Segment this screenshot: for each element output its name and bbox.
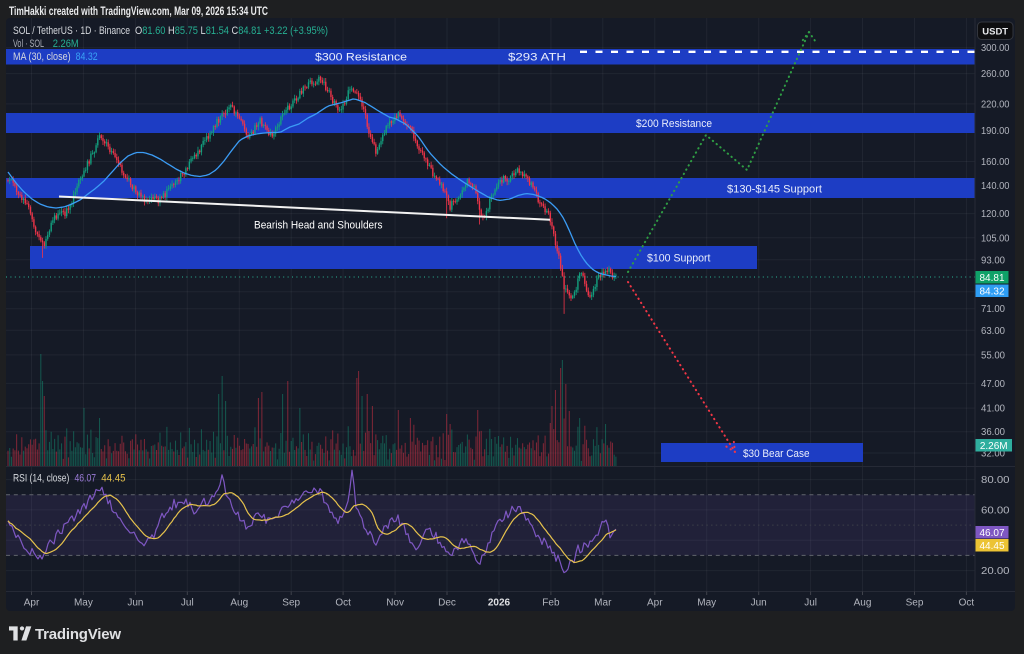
svg-text:Jul: Jul [181,598,194,609]
svg-text:Feb: Feb [542,598,560,609]
svg-text:Jul: Jul [804,598,817,609]
svg-text:$100 Support: $100 Support [647,252,711,264]
svg-text:2026: 2026 [488,598,511,609]
svg-text:$30 Bear Case: $30 Bear Case [743,448,810,460]
svg-text:TradingView: TradingView [35,626,121,643]
svg-text:36.00: 36.00 [981,427,1005,438]
svg-text:71.00: 71.00 [981,304,1005,315]
svg-text:Mar: Mar [594,598,612,609]
svg-text:120.00: 120.00 [981,209,1010,220]
svg-text:2.26M: 2.26M [980,441,1008,452]
svg-text:44.45: 44.45 [101,473,125,485]
svg-text:Vol · SOL: Vol · SOL [13,38,44,50]
svg-text:MA (30, close): MA (30, close) [13,51,71,63]
svg-text:46.07: 46.07 [979,528,1004,539]
svg-text:TimHakki created with TradingV: TimHakki created with TradingView.com, M… [9,6,268,18]
svg-text:RSI (14, close): RSI (14, close) [13,473,69,485]
svg-text:55.00: 55.00 [981,350,1005,361]
svg-text:63.00: 63.00 [981,326,1005,337]
svg-text:105.00: 105.00 [981,233,1010,244]
svg-text:Oct: Oct [959,598,975,609]
svg-text:Sep: Sep [906,598,924,609]
svg-text:46.07: 46.07 [75,473,97,485]
svg-text:Aug: Aug [230,598,248,609]
svg-text:Apr: Apr [24,598,40,609]
svg-text:60.00: 60.00 [981,505,1010,516]
svg-text:O81.60 H85.75 L81.54 C84.81 +3: O81.60 H85.75 L81.54 C84.81 +3.22 (+3.95… [135,25,328,37]
svg-text:Dec: Dec [438,598,456,609]
svg-text:May: May [697,598,716,609]
svg-text:20.00: 20.00 [981,566,1010,577]
svg-text:190.00: 190.00 [981,126,1010,137]
svg-text:47.00: 47.00 [981,379,1005,390]
svg-text:SOL / TetherUS · 1D · Binance: SOL / TetherUS · 1D · Binance [13,25,130,37]
svg-text:USDT: USDT [982,26,1008,37]
svg-text:Aug: Aug [854,598,872,609]
svg-text:84.81: 84.81 [979,273,1004,284]
svg-text:220.00: 220.00 [981,99,1010,110]
svg-text:2.26M: 2.26M [53,38,79,50]
svg-text:Nov: Nov [386,598,404,609]
svg-text:Apr: Apr [647,598,663,609]
svg-text:Oct: Oct [335,598,351,609]
svg-text:Sep: Sep [282,598,300,609]
svg-text:May: May [74,598,93,609]
svg-text:Jun: Jun [127,598,143,609]
svg-text:80.00: 80.00 [981,475,1010,486]
svg-text:32.00: 32.00 [981,449,1005,460]
svg-text:300.00: 300.00 [981,43,1010,54]
svg-text:93.00: 93.00 [981,255,1005,266]
svg-text:160.00: 160.00 [981,157,1010,168]
svg-text:140.00: 140.00 [981,181,1010,192]
svg-text:$300 Resistance: $300 Resistance [315,52,407,64]
svg-text:$293 ATH: $293 ATH [508,52,566,64]
svg-text:Bearish Head and Shoulders: Bearish Head and Shoulders [254,220,383,232]
svg-text:41.00: 41.00 [981,404,1005,415]
svg-text:84.32: 84.32 [979,286,1004,297]
svg-text:44.45: 44.45 [979,541,1004,552]
svg-text:84.32: 84.32 [76,51,98,63]
svg-text:Jun: Jun [751,598,767,609]
svg-text:260.00: 260.00 [981,69,1010,80]
svg-text:$200 Resistance: $200 Resistance [636,118,712,130]
svg-text:$130-$145 Support: $130-$145 Support [727,183,822,195]
